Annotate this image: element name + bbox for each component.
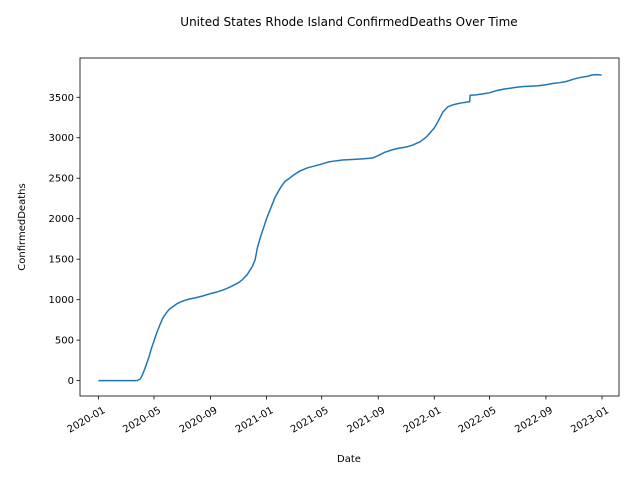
y-axis: 0 500 1000 1500 2000 2500 3000 3500 xyxy=(49,93,80,387)
axes-frame xyxy=(79,57,620,397)
x-axis-label: Date xyxy=(337,454,361,465)
chart-title: United States Rhode Island ConfirmedDeat… xyxy=(180,15,517,29)
y-tick-label: 1500 xyxy=(49,255,74,266)
y-tick-label: 1000 xyxy=(49,295,74,306)
series-layer xyxy=(98,73,602,382)
y-tick-label: 500 xyxy=(55,336,74,347)
y-tick-label: 0 xyxy=(68,376,74,387)
y-tick-label: 2000 xyxy=(49,214,74,225)
y-tick-label: 3500 xyxy=(49,93,74,104)
y-axis-label: ConfirmedDeaths xyxy=(17,183,28,270)
y-tick-label: 2500 xyxy=(49,174,74,185)
y-tick-label: 3000 xyxy=(49,133,74,144)
series-line-confirmed-deaths xyxy=(98,73,602,382)
